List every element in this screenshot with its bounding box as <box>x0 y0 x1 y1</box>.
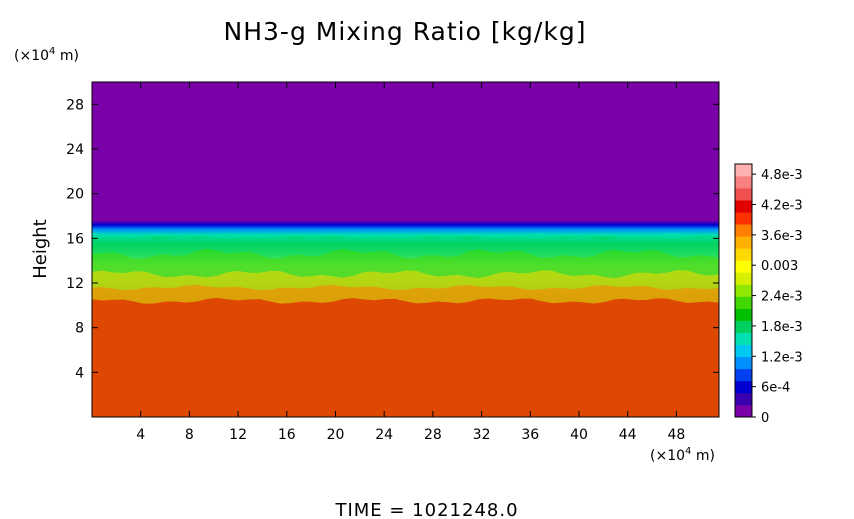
x-tick-label: 44 <box>619 427 637 443</box>
chart-title: NH3-g Mixing Ratio [kg/kg] <box>224 17 587 46</box>
y-tick-label: 12 <box>66 276 84 292</box>
colorbar-label: 1.2e-3 <box>761 350 803 365</box>
x-tick-label: 16 <box>278 427 296 443</box>
colorbar-frame <box>734 163 753 418</box>
colorbar-swatch <box>735 356 752 370</box>
y-axis: 4 8 12 16 20 24 28 <box>66 97 719 381</box>
colorbar-swatch <box>735 212 752 225</box>
colorbar-swatch <box>735 200 752 213</box>
plot-frame <box>91 81 720 418</box>
colorbar-label: 2.4e-3 <box>761 290 803 305</box>
y-tick-label: 20 <box>66 187 84 203</box>
colorbar: 0 6e-4 1.2e-3 1.8e-3 2.4e-3 0.003 3.6e-3 4.2e-3… <box>734 163 803 426</box>
colorbar-swatch <box>735 392 752 406</box>
y-axis-unit: (×104 m) <box>14 46 79 64</box>
colorbar-label: 6e-4 <box>761 381 790 396</box>
y-tick-label: 16 <box>66 231 84 247</box>
plot-area <box>91 81 720 418</box>
colorbar-label: 0.003 <box>761 259 798 274</box>
colorbar-label: 1.8e-3 <box>761 320 803 335</box>
colorbar-swatch <box>735 188 752 201</box>
x-tick-label: 28 <box>424 427 442 443</box>
time-label: TIME = 1021248.0 <box>334 500 518 519</box>
x-tick-label: 40 <box>570 427 588 443</box>
x-tick-label: 24 <box>375 427 393 443</box>
x-tick-label: 12 <box>229 427 247 443</box>
colorbar-label: 4.2e-3 <box>761 198 803 213</box>
x-tick-label: 32 <box>473 427 491 443</box>
x-tick-label: 4 <box>136 427 145 443</box>
colorbar-swatch <box>735 236 752 249</box>
colorbar-label: 3.6e-3 <box>761 229 803 244</box>
y-tick-label: 8 <box>75 321 84 337</box>
x-tick-label: 48 <box>667 427 685 443</box>
colorbar-swatch <box>735 404 752 418</box>
x-tick-label: 8 <box>185 427 194 443</box>
colorbar-swatch <box>735 260 752 273</box>
colorbar-swatch <box>735 332 752 346</box>
colorbar-swatch <box>735 368 752 382</box>
y-tick-label: 24 <box>66 142 84 158</box>
x-tick-label: 36 <box>521 427 539 443</box>
colorbar-swatch <box>735 320 752 333</box>
x-axis-unit: (×104 m) <box>650 446 715 464</box>
colorbar-swatch <box>735 380 752 394</box>
y-tick-label: 28 <box>66 97 84 113</box>
orange-layer <box>92 297 719 417</box>
colorbar-label: 0 <box>761 411 769 426</box>
colorbar-swatch <box>735 224 752 237</box>
x-axis: 4 8 12 16 20 24 28 32 36 40 44 48 <box>136 82 685 443</box>
colorbar-swatch <box>735 308 752 321</box>
colorbar-swatch <box>735 164 752 177</box>
x-tick-label: 20 <box>327 427 345 443</box>
colorbar-swatch <box>735 176 752 189</box>
colorbar-swatch <box>735 296 752 309</box>
colorbar-swatch <box>735 284 752 297</box>
colorbar-swatch <box>735 272 752 285</box>
colorbar-swatch <box>735 344 752 358</box>
y-axis-label: Height <box>30 219 51 279</box>
colorbar-label: 4.8e-3 <box>761 168 803 183</box>
colorbar-swatch <box>735 248 752 261</box>
y-tick-label: 4 <box>75 365 84 381</box>
